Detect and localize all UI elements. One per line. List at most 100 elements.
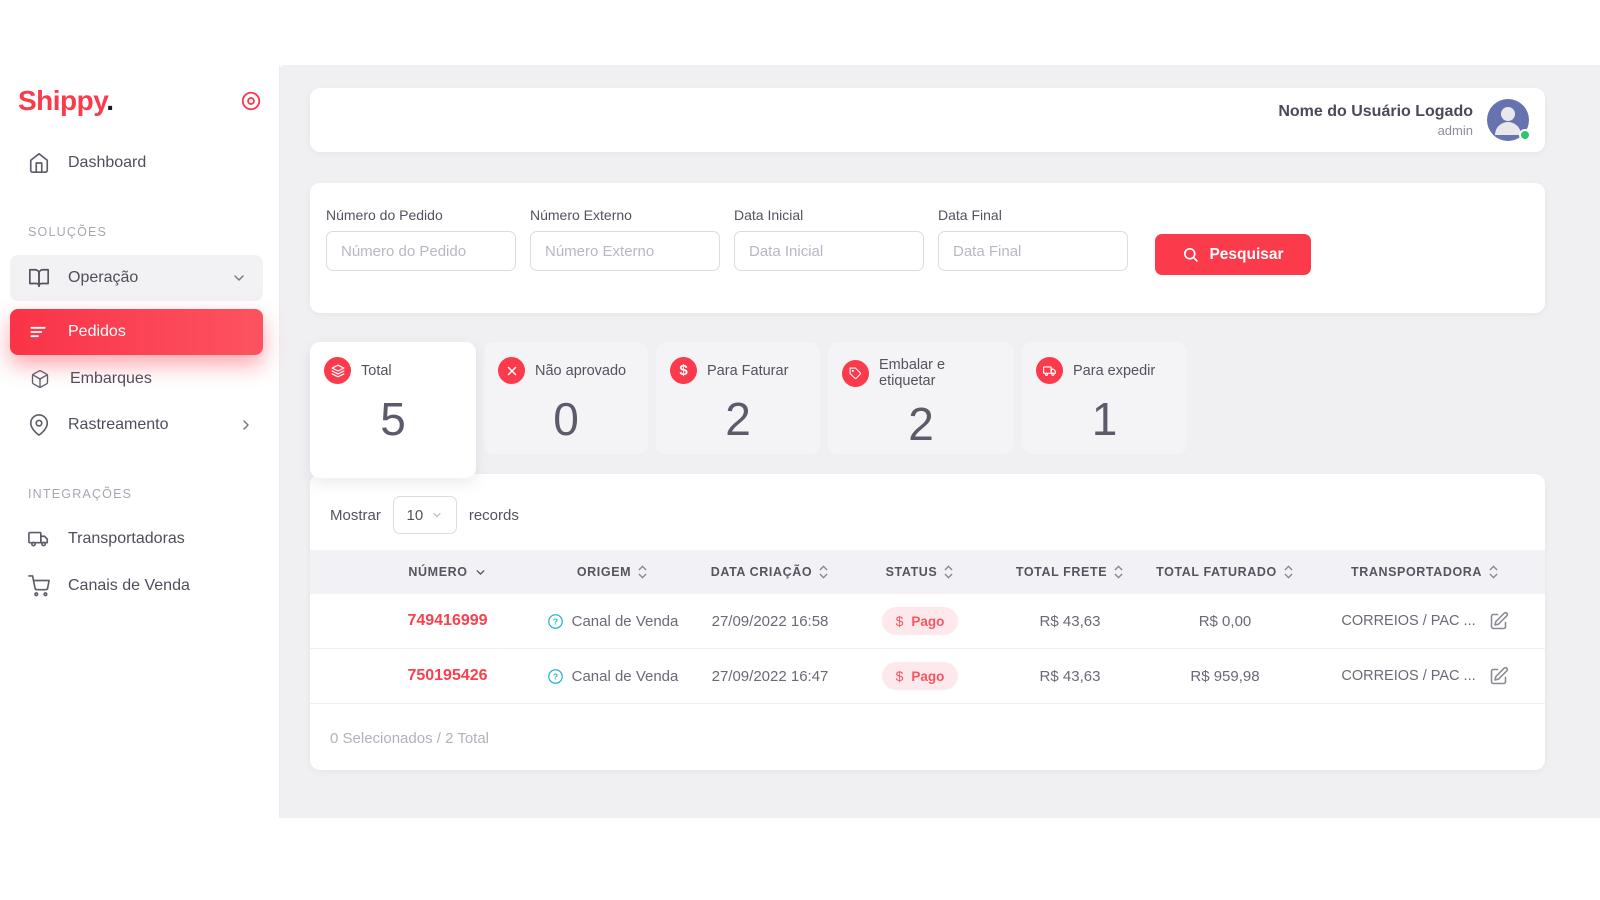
- total-faturado-value: R$ 0,00: [1198, 612, 1252, 630]
- stat-label: Para expedir: [1073, 362, 1156, 379]
- sidebar-item-transportadoras[interactable]: Transportadoras: [0, 517, 280, 561]
- table-row[interactable]: 750195426 ? Canal de Venda 27/09/2022 16…: [310, 649, 1545, 704]
- data-final-input[interactable]: [938, 231, 1128, 271]
- sidebar-item-embarques[interactable]: Embarques: [0, 357, 280, 401]
- orders-table-card: Mostrar 10 records NÚMERO ORIGEM DATA CR…: [310, 474, 1545, 770]
- sidebar-item-label: Transportadoras: [68, 530, 185, 547]
- person-icon: [1495, 107, 1521, 135]
- sidebar-item-pedidos[interactable]: Pedidos: [10, 309, 263, 355]
- sidebar-toggle-icon[interactable]: [240, 90, 262, 112]
- user-role: admin: [1437, 122, 1473, 138]
- sidebar-item-canais-de-venda[interactable]: Canais de Venda: [0, 564, 280, 608]
- chevron-down-icon: [433, 512, 441, 518]
- page-size-select[interactable]: 10: [392, 496, 457, 534]
- sort-desc-icon: [476, 569, 484, 575]
- sidebar-item-label: Canais de Venda: [68, 577, 190, 594]
- numero-pedido-input[interactable]: [326, 231, 516, 271]
- question-circle-icon: ?: [547, 668, 563, 684]
- question-circle-icon: ?: [547, 613, 563, 629]
- filter-field-data-final: Data Final: [938, 207, 1128, 313]
- brand-dot: .: [106, 85, 114, 116]
- column-header-numero[interactable]: NÚMERO: [365, 565, 530, 579]
- numero-externo-input[interactable]: [530, 231, 720, 271]
- table-header-row: NÚMERO ORIGEM DATA CRIAÇÃO STATUS TOTAL …: [310, 550, 1545, 594]
- filter-field-data-inicial: Data Inicial: [734, 207, 924, 313]
- user-avatar[interactable]: [1487, 99, 1531, 141]
- field-label: Data Final: [938, 207, 1002, 223]
- svg-text:?: ?: [553, 671, 558, 681]
- map-pin-icon: [28, 414, 50, 436]
- selection-summary: 0 Selecionados / 2 Total: [330, 730, 490, 747]
- data-criacao-value: 27/09/2022 16:58: [711, 612, 829, 630]
- stat-label: Embalar e etiquetar: [879, 357, 946, 389]
- order-number-link[interactable]: 749416999: [407, 612, 488, 629]
- records-label: records: [468, 506, 519, 524]
- dollar-icon: $: [670, 357, 697, 384]
- stat-value: 2: [725, 393, 751, 445]
- field-label: Número do Pedido: [326, 207, 443, 223]
- dollar-glyph: $: [895, 613, 904, 629]
- chevron-down-icon: [231, 270, 247, 286]
- stat-label: Total: [361, 362, 392, 379]
- home-icon: [28, 152, 50, 174]
- table-row[interactable]: 749416999 ? Canal de Venda 27/09/2022 16…: [310, 594, 1545, 649]
- sidebar-section-solucoes: SOLUÇÕES: [28, 225, 108, 239]
- page-size-value: 10: [406, 506, 424, 524]
- column-header-total-frete[interactable]: TOTAL FRETE: [995, 564, 1145, 580]
- filter-field-numero-pedido: Número do Pedido: [326, 207, 516, 313]
- search-icon: [1184, 247, 1199, 262]
- column-header-data-criacao[interactable]: DATA CRIAÇÃO: [695, 564, 845, 580]
- origem-value: Canal de Venda: [571, 612, 679, 630]
- stat-value: 5: [380, 393, 406, 445]
- chevron-right-icon: [238, 417, 254, 433]
- origem-value: Canal de Venda: [571, 667, 679, 685]
- sidebar-item-label: Operação: [68, 269, 139, 286]
- brand-logo[interactable]: Shippy.: [18, 85, 114, 117]
- transportadora-value: CORREIOS / PAC ...: [1341, 613, 1476, 629]
- stat-card-nao-aprovado[interactable]: Não aprovado 0: [484, 342, 648, 454]
- sort-both-icon: [1114, 565, 1123, 579]
- stat-card-para-expedir[interactable]: Para expedir 1: [1022, 342, 1187, 454]
- total-frete-value: R$ 43,63: [1039, 612, 1101, 630]
- stat-value: 2: [908, 398, 934, 450]
- sort-both-icon: [1489, 565, 1498, 579]
- sidebar-item-dashboard[interactable]: Dashboard: [0, 141, 280, 185]
- filter-panel: Número do Pedido Número Externo Data Ini…: [310, 183, 1545, 313]
- search-button[interactable]: Pesquisar: [1155, 234, 1311, 275]
- order-number-link[interactable]: 750195426: [407, 667, 488, 684]
- sort-both-icon: [819, 565, 828, 579]
- stat-card-para-faturar[interactable]: $ Para Faturar 2: [656, 342, 820, 454]
- sidebar-item-operacao[interactable]: Operação: [10, 255, 263, 301]
- x-circle-icon: [498, 357, 525, 384]
- sidebar-item-label: Rastreamento: [68, 416, 169, 433]
- stat-label: Para Faturar: [707, 362, 789, 379]
- show-label: Mostrar: [330, 506, 381, 524]
- sidebar: Shippy. Dashboard SOLUÇÕES Operação: [0, 65, 280, 818]
- data-inicial-input[interactable]: [734, 231, 924, 271]
- sidebar-item-label: Embarques: [70, 370, 152, 387]
- stat-card-embalar-etiquetar[interactable]: Embalar e etiquetar 2: [828, 342, 1014, 454]
- column-header-status[interactable]: STATUS: [845, 564, 995, 580]
- dollar-glyph: $: [895, 668, 904, 684]
- field-label: Número Externo: [530, 207, 632, 223]
- data-criacao-value: 27/09/2022 16:47: [711, 667, 829, 685]
- top-header-bar: Nome do Usuário Logado admin: [310, 88, 1545, 152]
- stat-value: 1: [1091, 393, 1118, 445]
- stat-value: 0: [553, 393, 579, 445]
- status-badge: $ Pago: [881, 607, 959, 635]
- svg-text:?: ?: [553, 616, 558, 626]
- column-header-origem[interactable]: ORIGEM: [530, 564, 695, 580]
- stat-label: Não aprovado: [535, 362, 627, 379]
- column-header-total-faturado[interactable]: TOTAL FATURADO: [1145, 564, 1305, 580]
- column-header-transportadora[interactable]: TRANSPORTADORA: [1305, 564, 1545, 580]
- edit-button[interactable]: [1488, 611, 1509, 632]
- total-faturado-value: R$ 959,98: [1190, 667, 1260, 685]
- transportadora-value: CORREIOS / PAC ...: [1341, 668, 1476, 684]
- sort-both-icon: [1284, 565, 1293, 579]
- edit-button[interactable]: [1488, 666, 1509, 687]
- online-status-dot: [1519, 129, 1531, 141]
- stat-card-total[interactable]: Total 5: [310, 342, 476, 478]
- sidebar-item-rastreamento[interactable]: Rastreamento: [0, 403, 280, 447]
- edit-icon: [1490, 666, 1508, 684]
